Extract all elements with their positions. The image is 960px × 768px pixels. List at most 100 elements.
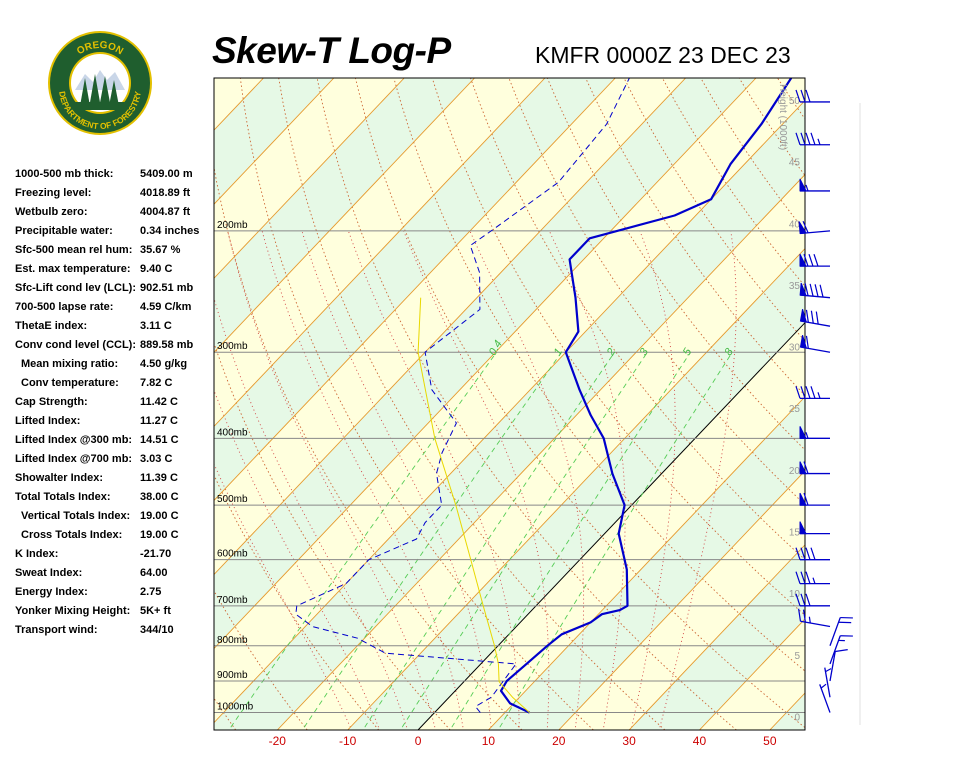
isotherm xyxy=(214,99,805,724)
pressure-label: 900mb xyxy=(217,670,248,681)
index-value: 3.11 C xyxy=(140,320,172,332)
index-value: 4.50 g/kg xyxy=(140,358,188,370)
wind-barb xyxy=(799,309,831,327)
index-value: 5409.00 m xyxy=(140,168,193,180)
height-label: 15 xyxy=(789,528,801,539)
logo-trees-icon xyxy=(75,74,125,110)
index-row: Lifted Index @700 mb: 3.03 C xyxy=(15,453,210,472)
isotherm-band xyxy=(214,100,805,730)
index-row: Vertical Totals Index: 19.00 C xyxy=(15,510,210,529)
wind-barb xyxy=(829,649,848,682)
wind-barb xyxy=(795,593,830,607)
index-row: Yonker Mixing Height: 5K+ ft xyxy=(15,605,210,624)
dry-adiabat xyxy=(214,164,523,730)
plot-frame xyxy=(213,77,806,731)
isotherm xyxy=(628,544,805,730)
index-row: Sfc-500 mean rel hum: 35.67 % xyxy=(15,244,210,263)
index-value: 9.40 C xyxy=(140,263,173,275)
index-row: Cross Totals Index: 19.00 C xyxy=(15,529,210,548)
index-value: 35.67 % xyxy=(140,244,181,256)
wind-barb xyxy=(824,667,832,698)
isotherm xyxy=(214,78,405,279)
index-value: 889.58 mb xyxy=(140,339,194,351)
wind-barb xyxy=(799,178,830,192)
index-label: Vertical Totals Index: xyxy=(21,510,131,522)
isotherm-band xyxy=(0,78,123,730)
wind-barb xyxy=(795,132,830,146)
height-label: 50 xyxy=(789,96,801,107)
index-label: Sweat Index: xyxy=(15,567,83,579)
wind-barb xyxy=(799,282,831,299)
height-label: 40 xyxy=(789,219,801,230)
index-label: Lifted Index @300 mb: xyxy=(15,434,133,446)
index-value: 19.00 C xyxy=(140,529,179,541)
index-row: Lifted Index @300 mb: 14.51 C xyxy=(15,434,210,453)
moist-adiabat xyxy=(214,462,351,728)
index-row: 700-500 lapse rate: 4.59 C/km xyxy=(15,301,210,320)
parcel-trace xyxy=(417,297,530,713)
pressure-label: 700mb xyxy=(217,595,248,606)
pressure-label: 300mb xyxy=(217,341,248,352)
height-label: 45 xyxy=(789,158,801,169)
index-label: Lifted Index @700 mb: xyxy=(15,453,133,465)
index-value: 14.51 C xyxy=(140,434,179,446)
index-value: 4004.87 ft xyxy=(140,206,191,218)
isotherm xyxy=(0,78,193,730)
index-value: 5K+ ft xyxy=(140,605,171,617)
index-row: Showalter Index: 11.39 C xyxy=(15,472,210,491)
mixing-ratio-line xyxy=(499,351,733,728)
logo-text-top: OREGON xyxy=(75,40,125,57)
mixing-ratio-line xyxy=(303,351,562,728)
index-row: Sfc-Lift cond lev (LCL): 902.51 mb xyxy=(15,282,210,301)
dry-adiabat xyxy=(854,78,960,730)
dewpoint-trace xyxy=(295,78,630,713)
mixing-ratio-line xyxy=(451,351,691,728)
index-value: 0.34 inches xyxy=(140,225,200,237)
index-value: 64.00 xyxy=(140,567,168,579)
wind-barb xyxy=(799,426,830,439)
wind-barb xyxy=(799,492,830,506)
pressure-label: 200mb xyxy=(217,220,248,231)
wind-barb xyxy=(829,635,853,665)
index-value: 4018.89 ft xyxy=(140,187,191,199)
index-label: Cap Strength: xyxy=(15,396,88,408)
wind-barb xyxy=(795,89,830,103)
mixing-ratio-line xyxy=(230,351,497,728)
wind-barb xyxy=(799,461,830,475)
wind-barb xyxy=(795,386,830,400)
index-value: 11.27 C xyxy=(140,415,178,427)
height-label: 20 xyxy=(789,466,801,477)
isotherm xyxy=(214,78,686,576)
isotherm xyxy=(0,78,123,730)
height-axis-label: Height (1000ft) xyxy=(777,84,788,150)
index-label: ThetaE index: xyxy=(15,320,88,332)
height-label: 35 xyxy=(789,281,801,292)
index-row: Mean mixing ratio: 4.50 g/kg xyxy=(15,358,210,377)
isotherm-band xyxy=(214,78,805,723)
index-label: Yonker Mixing Height: xyxy=(15,605,131,617)
dry-adiabat xyxy=(239,78,594,730)
dry-adiabat xyxy=(354,78,805,729)
index-label: Wetbulb zero: xyxy=(15,206,88,218)
isotherm-band xyxy=(0,78,193,730)
dry-adiabat xyxy=(546,78,805,451)
odf-logo: OREGON DEPARTMENT OF FORESTRY xyxy=(48,31,152,135)
pressure-label: 1000mb xyxy=(217,702,254,713)
isotherm xyxy=(214,78,616,502)
station-time-label: KMFR 0000Z 23 DEC 23 xyxy=(535,42,791,68)
index-row: Cap Strength: 11.42 C xyxy=(15,396,210,415)
index-row: Freezing level: 4018.89 ft xyxy=(15,187,210,206)
stability-indices-panel: 1000-500 mb thick: 5409.00 m Freezing lev… xyxy=(15,168,210,643)
wind-barb xyxy=(799,521,830,535)
mixing-ratio-line xyxy=(401,351,648,728)
dry-adiabat xyxy=(816,78,960,730)
wind-barb xyxy=(795,547,830,561)
index-value: 7.82 C xyxy=(140,377,173,389)
height-label: 10 xyxy=(789,589,801,600)
mixing-ratio-line xyxy=(364,351,615,728)
index-value: 3.03 C xyxy=(140,453,173,465)
isotherm-band xyxy=(0,78,52,730)
index-label: Mean mixing ratio: xyxy=(21,358,119,370)
moist-adiabat xyxy=(261,230,464,728)
x-tick-label: 10 xyxy=(482,734,496,748)
